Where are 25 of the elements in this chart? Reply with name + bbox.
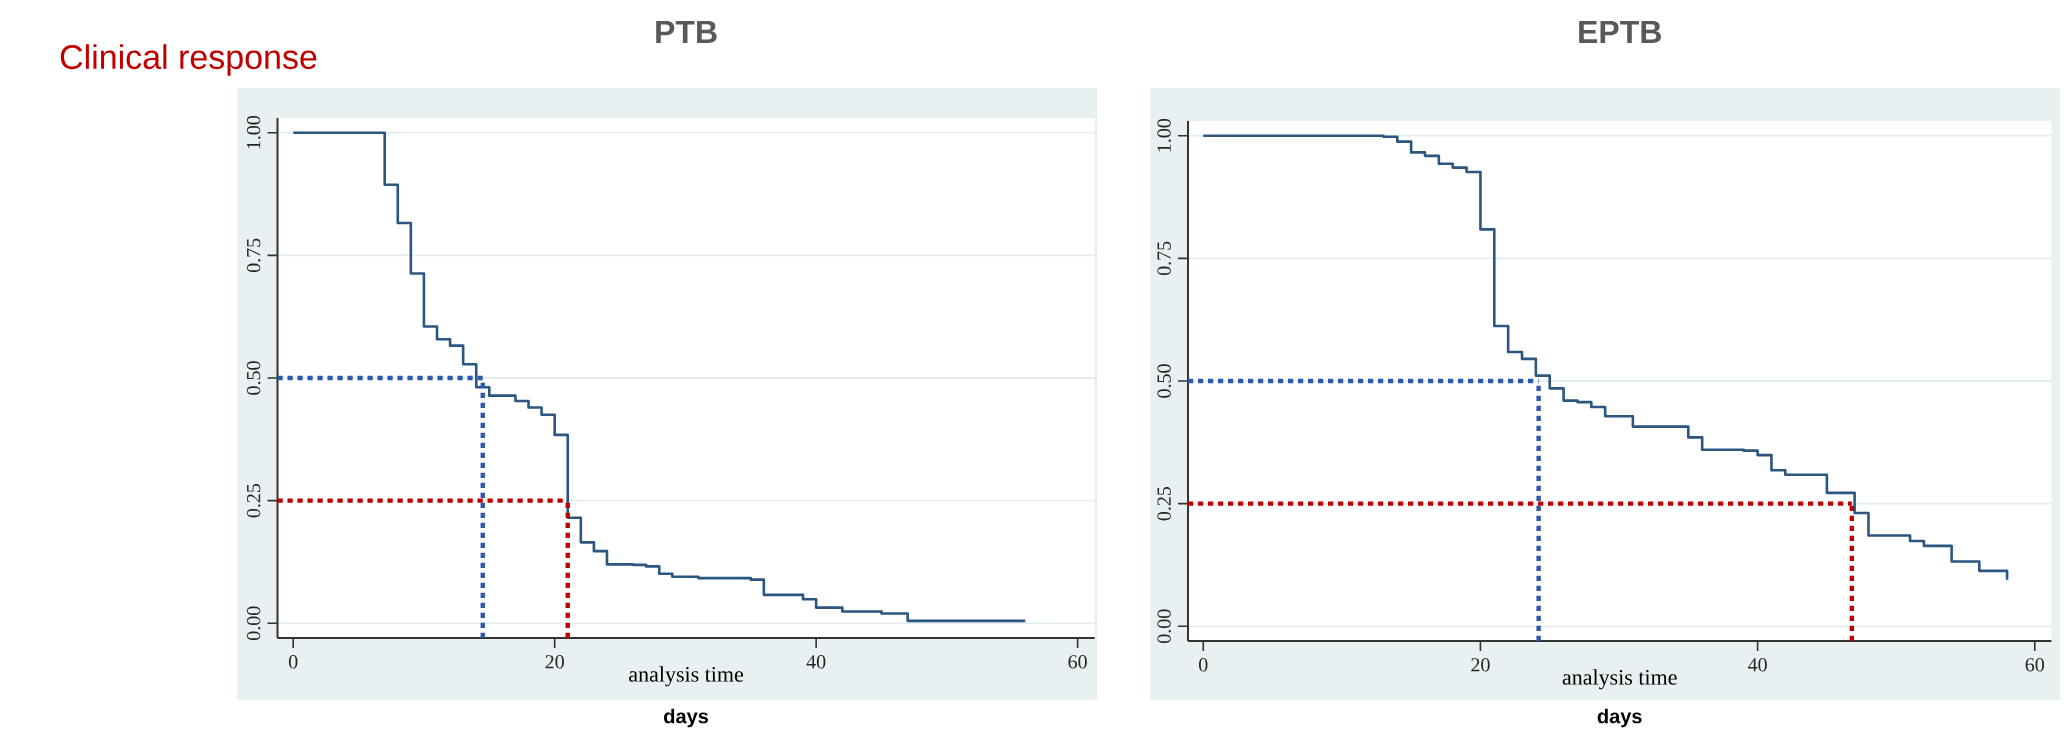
chart-title: EPTB bbox=[1579, 20, 1661, 43]
y-tick-label: 0.75 bbox=[1157, 241, 1171, 276]
x-axis-title: analysis time bbox=[1562, 669, 1677, 690]
y-tick-label: 0.75 bbox=[246, 238, 261, 273]
y-tick-label: 0.00 bbox=[246, 606, 261, 641]
x-tick-label: 20 bbox=[1471, 658, 1490, 672]
y-tick-label: 1.00 bbox=[1157, 118, 1171, 152]
text: Clinical response bbox=[60, 44, 317, 76]
x-tick-label: 60 bbox=[1068, 655, 1087, 669]
x-tick-label: 60 bbox=[2025, 658, 2045, 672]
y-tick-label: 1.00 bbox=[246, 115, 261, 149]
x-tick-label: 40 bbox=[1747, 658, 1767, 672]
chart-title: PTB bbox=[656, 20, 717, 43]
y-tick-label: 0.25 bbox=[1157, 486, 1171, 521]
y-tick-label: 0.25 bbox=[246, 483, 261, 518]
text: days bbox=[664, 708, 709, 728]
x-tick-label: 20 bbox=[545, 655, 564, 669]
x-tick-label: 0 bbox=[1199, 658, 1208, 672]
y-tick-label: 0.00 bbox=[1157, 609, 1171, 644]
x-tick-label: 40 bbox=[806, 655, 826, 669]
text: days bbox=[1597, 708, 1642, 728]
x-tick-label: 0 bbox=[288, 655, 298, 669]
x-axis-title: analysis time bbox=[629, 666, 744, 687]
y-tick-label: 0.50 bbox=[1157, 364, 1171, 398]
y-tick-label: 0.50 bbox=[246, 361, 261, 395]
